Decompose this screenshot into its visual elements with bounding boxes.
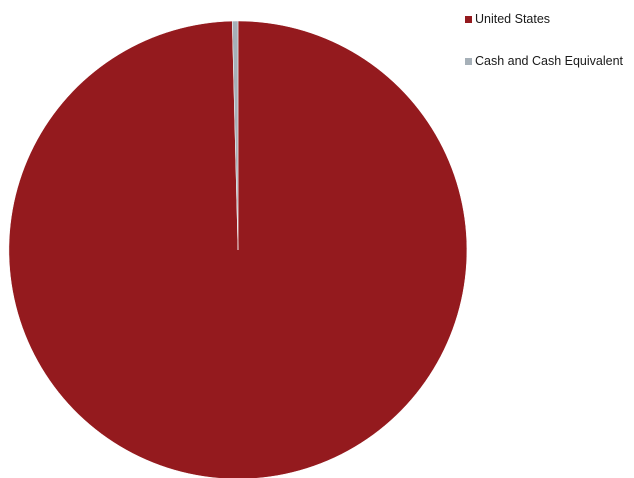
legend-item-cash-and-cash-equivalent: Cash and Cash Equivalent (465, 53, 634, 69)
legend-swatch-united-states (465, 15, 472, 23)
legend-swatch-cash-and-cash-equivalent (465, 57, 472, 65)
legend-label-united-states: United States (475, 12, 551, 26)
pie-slice-cash-and-cash-equivalent (231, 20, 239, 251)
legend-item-united-states: United States (465, 11, 634, 27)
legend-label-cash-and-cash-equivalent: Cash and Cash Equivalent (475, 54, 624, 68)
chart-legend: United States Cash and Cash Equivalent (465, 11, 634, 69)
